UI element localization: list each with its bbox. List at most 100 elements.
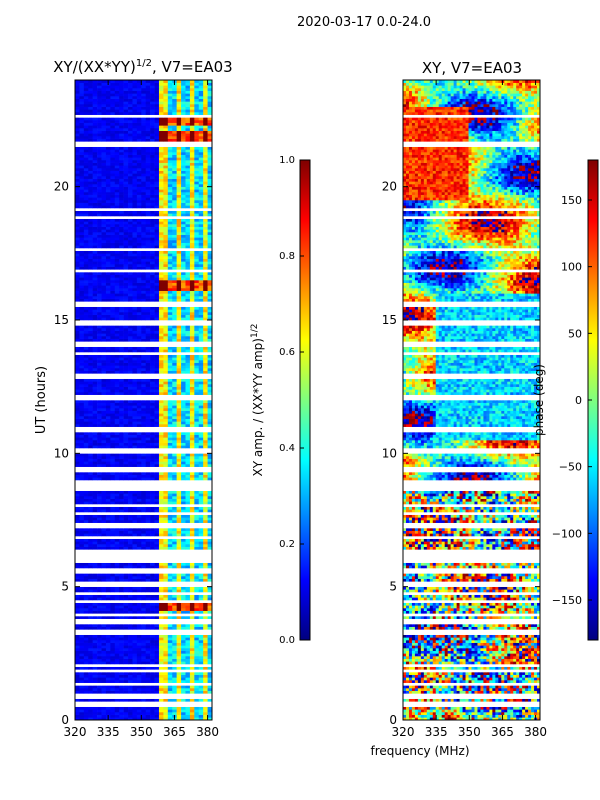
left-heatmap-cell — [181, 435, 186, 438]
left-heatmap-cell — [75, 621, 80, 624]
left-heatmap-cell — [79, 291, 84, 294]
left-heatmap-cell — [181, 429, 186, 432]
left-heatmap-cell — [88, 389, 93, 392]
left-heatmap-cell — [119, 360, 124, 363]
left-heatmap-cell — [93, 397, 98, 400]
left-heatmap-cell — [110, 533, 115, 536]
left-heatmap-cell — [181, 293, 186, 296]
left-heatmap-cell — [97, 333, 102, 336]
left-heatmap-cell — [79, 712, 84, 715]
left-heatmap-cell — [137, 568, 142, 571]
left-heatmap-cell — [199, 299, 204, 302]
left-heatmap-cell — [132, 584, 137, 587]
left-heatmap-cell — [84, 315, 89, 318]
left-heatmap-cell — [194, 581, 199, 584]
left-heatmap-cell — [185, 507, 190, 510]
left-heatmap-cell — [199, 421, 204, 424]
left-heatmap-cell — [150, 555, 155, 558]
left-heatmap-cell — [119, 419, 124, 422]
left-heatmap-cell — [102, 451, 107, 454]
left-heatmap-cell — [102, 456, 107, 459]
left-heatmap-cell — [150, 456, 155, 459]
left-heatmap-cell — [172, 467, 177, 470]
left-heatmap-cell — [84, 347, 89, 350]
left-heatmap-cell — [203, 379, 208, 382]
left-heatmap-cell — [177, 549, 182, 552]
left-heatmap-cell — [194, 680, 199, 683]
left-heatmap-cell — [106, 592, 111, 595]
left-heatmap-cell — [181, 373, 186, 376]
left-heatmap-cell — [194, 464, 199, 467]
left-heatmap-cell — [168, 325, 173, 328]
left-heatmap-cell — [137, 512, 142, 515]
left-heatmap-cell — [150, 539, 155, 542]
left-heatmap-cell — [124, 592, 129, 595]
left-heatmap-cell — [199, 565, 204, 568]
left-heatmap-cell — [185, 672, 190, 675]
left-heatmap-cell — [102, 363, 107, 366]
left-heatmap-cell — [88, 680, 93, 683]
left-heatmap-cell — [119, 715, 124, 718]
left-heatmap-cell — [146, 488, 151, 491]
left-heatmap-cell — [150, 336, 155, 339]
left-heatmap-cell — [203, 429, 208, 432]
left-heatmap-cell — [124, 296, 129, 299]
left-heatmap-cell — [93, 672, 98, 675]
left-heatmap-cell — [194, 576, 199, 579]
left-heatmap-cell — [190, 363, 195, 366]
left-heatmap-cell — [172, 656, 177, 659]
left-heatmap-cell — [172, 509, 177, 512]
left-heatmap-cell — [115, 549, 120, 552]
left-heatmap-cell — [185, 683, 190, 686]
left-heatmap-cell — [194, 533, 199, 536]
left-heatmap-cell — [177, 421, 182, 424]
left-heatmap-cell — [159, 392, 164, 395]
left-heatmap-cell — [155, 456, 160, 459]
left-heatmap-cell — [141, 488, 146, 491]
left-heatmap-cell — [97, 704, 102, 707]
left-heatmap-cell — [93, 325, 98, 328]
left-heatmap-cell — [163, 547, 168, 550]
left-heatmap-cell — [181, 565, 186, 568]
left-heatmap-cell — [163, 507, 168, 510]
left-heatmap-cell — [190, 437, 195, 440]
left-heatmap-cell — [110, 395, 115, 398]
left-heatmap-cell — [106, 451, 111, 454]
left-heatmap-cell — [194, 397, 199, 400]
left-heatmap-cell — [159, 635, 164, 638]
left-heatmap-cell — [119, 413, 124, 416]
left-heatmap-cell — [115, 405, 120, 408]
left-heatmap-cell — [163, 603, 168, 606]
left-heatmap-cell — [97, 549, 102, 552]
left-heatmap-cell — [124, 483, 129, 486]
left-heatmap-cell — [102, 496, 107, 499]
left-heatmap-cell — [79, 680, 84, 683]
left-heatmap-cell — [155, 333, 160, 336]
left-heatmap-cell — [88, 403, 93, 406]
left-heatmap-cell — [190, 589, 195, 592]
left-heatmap-cell — [185, 440, 190, 443]
left-heatmap-cell — [155, 429, 160, 432]
left-heatmap-cell — [93, 360, 98, 363]
left-heatmap-cell — [88, 517, 93, 520]
left-heatmap-cell — [177, 632, 182, 635]
left-heatmap-cell — [124, 539, 129, 542]
left-heatmap-cell — [141, 499, 146, 502]
left-heatmap-cell — [106, 568, 111, 571]
left-heatmap-cell — [128, 603, 133, 606]
left-heatmap-cell — [128, 309, 133, 312]
left-heatmap-cell — [146, 707, 151, 710]
left-heatmap-cell — [128, 555, 133, 558]
left-heatmap-cell — [146, 352, 151, 355]
left-heatmap-cell — [97, 403, 102, 406]
left-heatmap-cell — [155, 336, 160, 339]
left-heatmap-cell — [102, 472, 107, 475]
left-heatmap-cell — [106, 483, 111, 486]
left-heatmap-cell — [93, 707, 98, 710]
left-heatmap-cell — [141, 616, 146, 619]
left-heatmap-cell — [141, 293, 146, 296]
left-heatmap-cell — [115, 347, 120, 350]
left-heatmap-cell — [141, 504, 146, 507]
left-heatmap-cell — [172, 435, 177, 438]
left-heatmap-cell — [102, 371, 107, 374]
